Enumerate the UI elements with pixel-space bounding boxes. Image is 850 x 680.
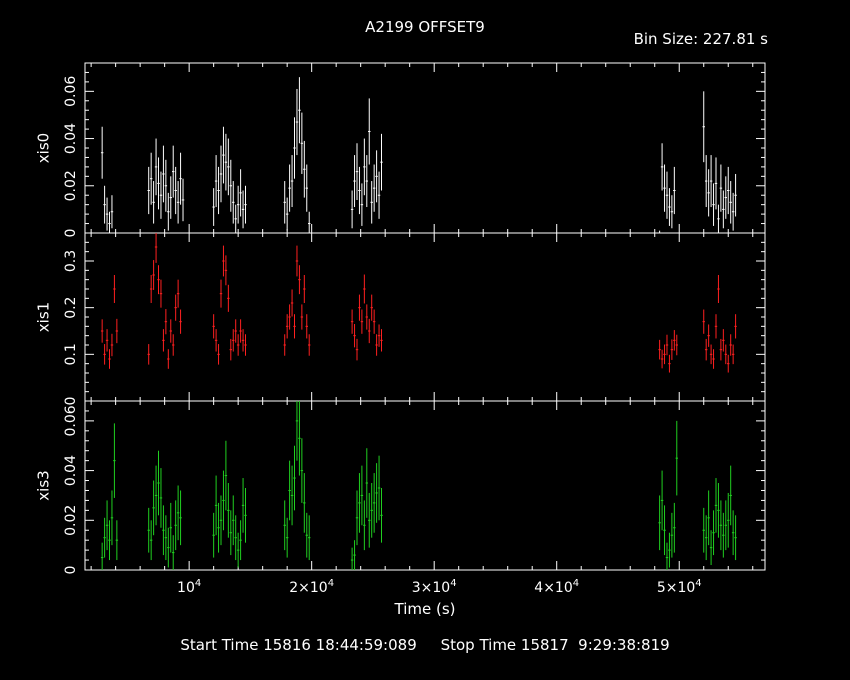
y-tick-label: 0.06 (63, 405, 79, 436)
x-axis-label: Time (s) (394, 600, 456, 618)
y-tick-label: 0.06 (63, 76, 79, 107)
panel-frame-xis1 (84, 232, 766, 402)
y-tick-label: 0.04 (63, 455, 79, 486)
x-tick-label: 2×104 (289, 578, 334, 596)
y-axis-label-xis1: xis1 (35, 302, 53, 332)
y-tick-label: 0.2 (63, 297, 79, 319)
y-tick-label: 0.04 (63, 123, 79, 154)
panel-frame-xis0 (84, 62, 766, 234)
y-axis-label-xis3: xis3 (35, 470, 53, 500)
y-tick-label: 0 (63, 566, 79, 575)
x-tick-label: 3×104 (412, 578, 457, 596)
chart-title: A2199 OFFSET9 (365, 18, 485, 36)
y-tick-label: 0.02 (63, 505, 79, 536)
bin-size-label: Bin Size: 227.81 s (633, 30, 768, 48)
x-tick-label: 4×104 (534, 578, 579, 596)
y-tick-label: 0.3 (63, 250, 79, 272)
x-tick-label: 5×104 (657, 578, 702, 596)
y-axis-label-xis0: xis0 (35, 133, 53, 163)
y-tick-label: 0 (63, 397, 79, 406)
x-tick-label: 104 (177, 578, 201, 596)
panel-frame-xis3 (84, 400, 766, 571)
y-tick-label: 0 (63, 229, 79, 238)
y-tick-label: 0.1 (63, 343, 79, 365)
y-tick-label: 0.02 (63, 170, 79, 201)
time-range-footer: Start Time 15816 18:44:59:089 Stop Time … (180, 636, 670, 654)
